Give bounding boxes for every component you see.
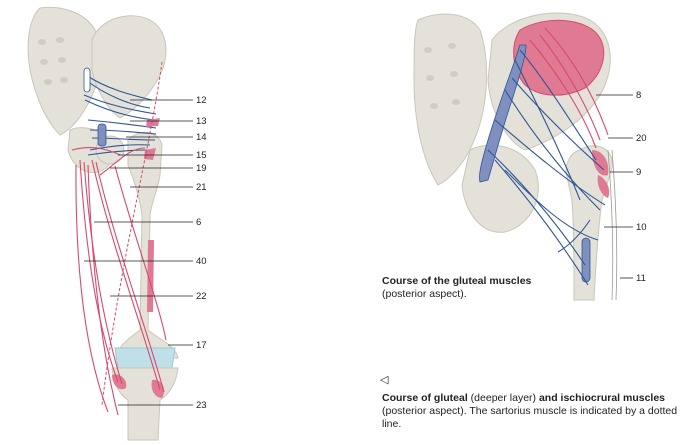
right-ischium <box>461 144 539 233</box>
label-8: 8 <box>636 90 641 101</box>
caption-ischiocrural: Course of gluteal (deeper layer) and isc… <box>382 392 692 431</box>
left-knee-cartilage <box>114 347 176 369</box>
left-figure: 12 13 14 15 19 21 6 40 22 17 23 <box>27 6 207 441</box>
caption-ischiocrural-title: Course of gluteal (deeper layer) and isc… <box>382 392 692 405</box>
left-arrow-icon: ◁ <box>380 374 389 386</box>
caption-title-bold-1: Course of gluteal <box>382 392 468 404</box>
caption-gluteal-subtitle: (posterior aspect). <box>382 288 467 300</box>
label-19: 19 <box>196 163 207 174</box>
label-21: 21 <box>196 182 207 193</box>
label-40: 40 <box>196 256 207 267</box>
right-sacrum <box>413 13 488 186</box>
caption-gluteal-title: Course of the gluteal muscles <box>382 275 532 287</box>
label-6: 6 <box>196 217 201 228</box>
caption-gluteal: Course of the gluteal muscles (posterior… <box>382 275 642 301</box>
label-14: 14 <box>196 132 207 143</box>
label-22: 22 <box>196 291 207 302</box>
label-23: 23 <box>196 400 207 411</box>
left-sacrum <box>27 6 101 136</box>
right-blue-band <box>479 44 527 183</box>
label-20: 20 <box>636 133 647 144</box>
label-11: 11 <box>636 273 646 284</box>
label-9: 9 <box>636 167 641 178</box>
caption-title-bold-2: and ischiocrural muscles <box>538 392 666 404</box>
left-ilium <box>91 15 167 119</box>
label-10: 10 <box>636 222 647 233</box>
label-17: 17 <box>196 340 207 351</box>
caption-ischiocrural-body: (posterior aspect). The sartorius muscle… <box>382 405 678 430</box>
left-femur <box>115 131 179 359</box>
sartorius-dotted-line <box>101 61 163 406</box>
label-12: 12 <box>196 95 207 106</box>
caption-title-normal: (deeper layer) <box>467 392 539 404</box>
right-figure: 8 20 9 10 11 <box>413 12 647 301</box>
label-13: 13 <box>196 116 207 127</box>
label-15: 15 <box>196 150 207 161</box>
